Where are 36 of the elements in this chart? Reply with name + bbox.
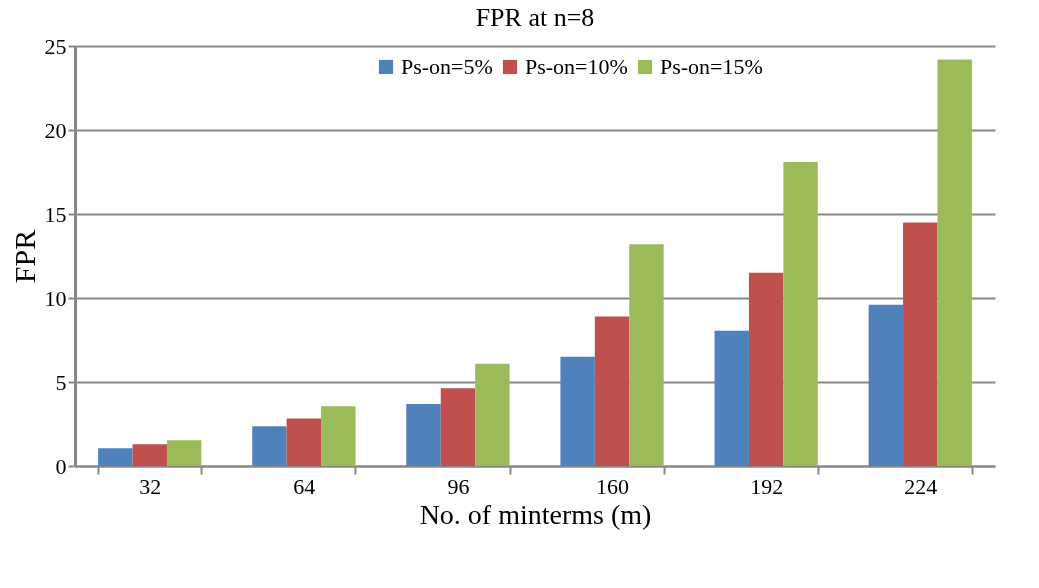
bar: [166, 440, 202, 466]
x-tick-label: 96: [447, 473, 470, 499]
x-tick-label: 224: [904, 473, 938, 499]
y-tick-label: 10: [44, 285, 67, 311]
legend-label: Ps-on=10%: [525, 54, 628, 79]
bar: [903, 222, 938, 466]
x-tick-label: 64: [293, 473, 316, 499]
bar: [714, 330, 749, 466]
bar: [132, 444, 167, 466]
y-tick-label: 0: [55, 453, 67, 479]
y-tick-label: 25: [44, 33, 67, 59]
y-tick-label: 20: [44, 117, 67, 143]
bar: [475, 363, 510, 466]
chart-title: FPR at n=8: [475, 3, 595, 32]
x-axis-title: No. of minterms (m): [419, 498, 652, 530]
legend-label: Ps-on=15%: [660, 54, 763, 79]
bar: [406, 404, 441, 466]
y-axis-title: FPR: [7, 229, 41, 284]
x-tick-label: 160: [596, 473, 630, 499]
bar: [868, 304, 904, 466]
bar: [748, 272, 784, 466]
bar: [629, 244, 664, 466]
bar: [783, 161, 818, 466]
bar: [286, 418, 322, 466]
x-tick-label: 32: [139, 473, 162, 499]
bar: [98, 448, 133, 466]
bar: [252, 426, 287, 466]
x-tick-label: 192: [750, 473, 784, 499]
bar: [560, 356, 595, 466]
bar: [937, 59, 972, 466]
y-tick-label: 15: [44, 201, 67, 227]
legend-label: Ps-on=5%: [401, 54, 493, 79]
bar: [594, 316, 630, 466]
y-tick-label: 5: [55, 369, 67, 395]
bar: [440, 388, 476, 466]
bar: [321, 406, 356, 466]
